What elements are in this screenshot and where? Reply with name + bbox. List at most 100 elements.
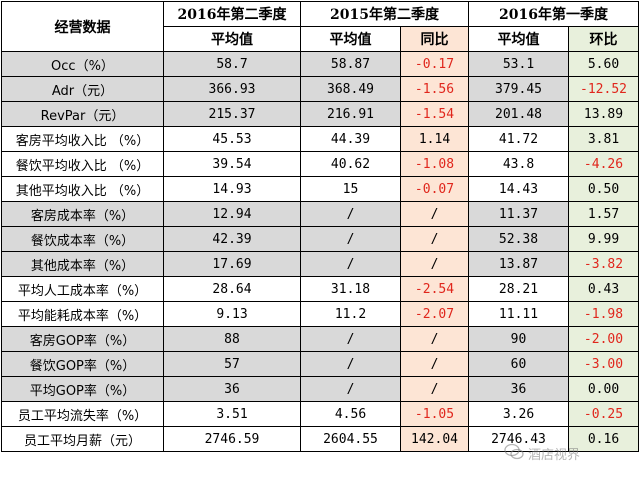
cell-avg-2016q1: 28.21 — [468, 276, 569, 302]
cell-avg-2016q2: 17.69 — [163, 251, 301, 277]
cell-yoy: / — [400, 201, 469, 227]
cell-avg-2015q2: / — [300, 326, 401, 352]
table-row: 餐饮平均收入比 （%） 39.54 40.62 -1.08 43.8 -4.26 — [1, 151, 639, 177]
cell-avg-2015q2: 368.49 — [300, 76, 401, 102]
cell-avg-2016q1: 201.48 — [468, 101, 569, 127]
cell-avg-2016q1: 52.38 — [468, 226, 569, 252]
cell-avg-2016q2: 45.53 — [163, 126, 301, 152]
cell-avg-2015q2: / — [300, 376, 401, 402]
cell-qoq: -3.00 — [568, 351, 639, 377]
cell-avg-2015q2: / — [300, 201, 401, 227]
table-row: 餐饮成本率（%） 42.39//52.38 9.99 — [1, 226, 639, 252]
cell-qoq: -4.26 — [568, 151, 639, 177]
row-label: 员工平均月薪（元） — [1, 426, 164, 452]
cell-qoq: 1.57 — [568, 201, 639, 227]
cell-qoq: 3.81 — [568, 126, 639, 152]
cell-yoy: / — [400, 326, 469, 352]
table-row: 其他成本率（%） 17.69//13.87 -3.82 — [1, 251, 639, 277]
cell-avg-2016q2: 3.51 — [163, 401, 301, 427]
cell-avg-2016q2: 42.39 — [163, 226, 301, 252]
cell-qoq: 9.99 — [568, 226, 639, 252]
table-row: 客房GOP率（%） 88//90 -2.00 — [1, 326, 639, 352]
cell-qoq: -2.00 — [568, 326, 639, 352]
cell-avg-2015q2: 2604.55 — [300, 426, 401, 452]
table-row: Occ（%） 58.7 58.87 -0.17 53.1 5.60 — [1, 51, 639, 77]
header-period-2016q2: 2016年第二季度 — [163, 1, 301, 27]
header-qoq: 环比 — [568, 26, 639, 52]
cell-avg-2016q2: 58.7 — [163, 51, 301, 77]
cell-avg-2015q2: 11.2 — [300, 301, 401, 327]
cell-avg-2016q2: 36 — [163, 376, 301, 402]
table-row: 平均能耗成本率（%） 9.13 11.2 -2.07 11.11 -1.98 — [1, 301, 639, 327]
cell-avg-2016q1: 11.37 — [468, 201, 569, 227]
cell-yoy: -0.07 — [400, 176, 469, 202]
cell-avg-2016q1: 3.26 — [468, 401, 569, 427]
cell-yoy: -1.56 — [400, 76, 469, 102]
row-label: 平均GOP率（%） — [1, 376, 164, 402]
cell-qoq: 0.50 — [568, 176, 639, 202]
row-label: 平均人工成本率（%） — [1, 276, 164, 302]
operating-data-table: 经营数据 2016年第二季度 2015年第二季度 2016年第一季度 平均值 平… — [1, 1, 639, 452]
cell-avg-2016q2: 57 — [163, 351, 301, 377]
cell-yoy: 142.04 — [400, 426, 469, 452]
cell-yoy: / — [400, 226, 469, 252]
cell-qoq: -3.82 — [568, 251, 639, 277]
cell-avg-2016q2: 12.94 — [163, 201, 301, 227]
row-label: Occ（%） — [1, 51, 164, 77]
cell-avg-2015q2: / — [300, 251, 401, 277]
cell-avg-2016q1: 90 — [468, 326, 569, 352]
header-period-2016q1: 2016年第一季度 — [468, 1, 639, 27]
cell-qoq: 0.00 — [568, 376, 639, 402]
cell-avg-2016q1: 11.11 — [468, 301, 569, 327]
cell-avg-2016q1: 379.45 — [468, 76, 569, 102]
cell-yoy: -1.08 — [400, 151, 469, 177]
cell-avg-2016q1: 43.8 — [468, 151, 569, 177]
cell-avg-2016q2: 2746.59 — [163, 426, 301, 452]
cell-yoy: / — [400, 251, 469, 277]
cell-qoq: 13.89 — [568, 101, 639, 127]
row-label: RevPar（元） — [1, 101, 164, 127]
cell-yoy: -1.54 — [400, 101, 469, 127]
header-avg-2016q2: 平均值 — [163, 26, 301, 52]
table-row: 餐饮GOP率（%） 57//60 -3.00 — [1, 351, 639, 377]
cell-yoy: -0.17 — [400, 51, 469, 77]
row-label: 其他成本率（%） — [1, 251, 164, 277]
cell-avg-2015q2: 31.18 — [300, 276, 401, 302]
cell-avg-2015q2: 58.87 — [300, 51, 401, 77]
cell-avg-2016q1: 60 — [468, 351, 569, 377]
row-label: 其他平均收入比 （%） — [1, 176, 164, 202]
header-avg-2015q2: 平均值 — [300, 26, 401, 52]
row-label: 员工平均流失率（%） — [1, 401, 164, 427]
table-row: 平均人工成本率（%） 28.64 31.18 -2.54 28.21 0.43 — [1, 276, 639, 302]
cell-avg-2015q2: 44.39 — [300, 126, 401, 152]
row-label: 客房GOP率（%） — [1, 326, 164, 352]
cell-avg-2015q2: 15 — [300, 176, 401, 202]
cell-avg-2016q2: 28.64 — [163, 276, 301, 302]
data-rows: Occ（%） 58.7 58.87 -0.17 53.1 5.60 Adr（元） 366.93… — [1, 51, 639, 452]
cell-yoy: -1.05 — [400, 401, 469, 427]
table-row: 其他平均收入比 （%） 14.93 15 -0.07 14.43 0.50 — [1, 176, 639, 202]
cell-avg-2016q1: 53.1 — [468, 51, 569, 77]
row-label: Adr（元） — [1, 76, 164, 102]
table-row: 客房平均收入比 （%） 45.53 44.39 1.14 41.72 3.81 — [1, 126, 639, 152]
row-label: 餐饮成本率（%） — [1, 226, 164, 252]
cell-avg-2016q1: 14.43 — [468, 176, 569, 202]
cell-yoy: -2.54 — [400, 276, 469, 302]
cell-qoq: 0.16 — [568, 426, 639, 452]
cell-avg-2015q2: 216.91 — [300, 101, 401, 127]
cell-qoq: -0.25 — [568, 401, 639, 427]
table-row: 员工平均月薪（元） 2746.59 2604.55 142.04 2746.43 0.16 — [1, 426, 639, 452]
row-label: 客房平均收入比 （%） — [1, 126, 164, 152]
cell-avg-2015q2: / — [300, 351, 401, 377]
cell-avg-2016q2: 9.13 — [163, 301, 301, 327]
cell-avg-2015q2: 40.62 — [300, 151, 401, 177]
cell-avg-2016q1: 13.87 — [468, 251, 569, 277]
cell-avg-2016q2: 88 — [163, 326, 301, 352]
table-row: 员工平均流失率（%） 3.51 4.56 -1.05 3.26 -0.25 — [1, 401, 639, 427]
cell-avg-2016q1: 41.72 — [468, 126, 569, 152]
cell-avg-2016q2: 215.37 — [163, 101, 301, 127]
cell-avg-2016q1: 36 — [468, 376, 569, 402]
cell-avg-2016q1: 2746.43 — [468, 426, 569, 452]
table-row: 平均GOP率（%） 36//36 0.00 — [1, 376, 639, 402]
cell-avg-2015q2: / — [300, 226, 401, 252]
